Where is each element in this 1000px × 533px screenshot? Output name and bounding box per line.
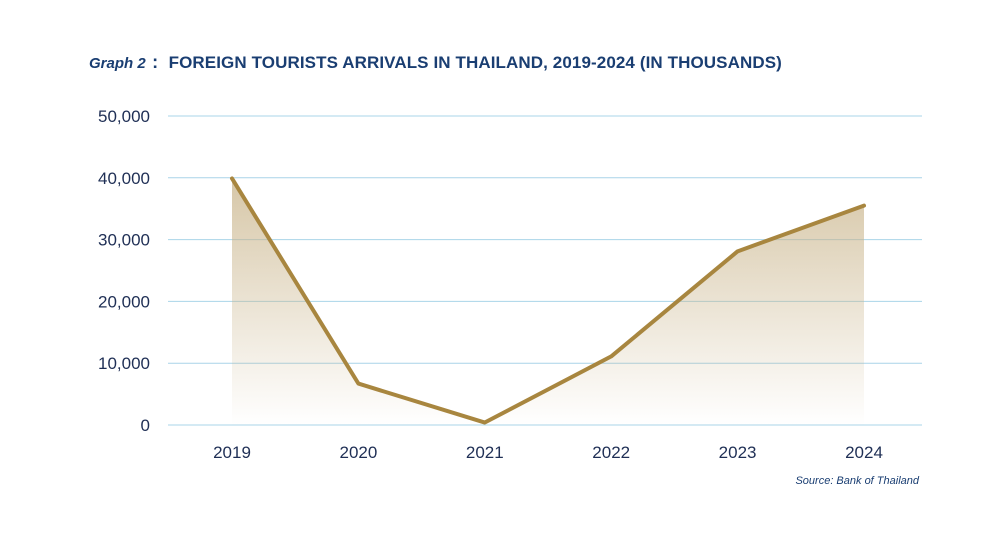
y-tick-label: 30,000 xyxy=(98,231,150,250)
y-tick-label: 10,000 xyxy=(98,354,150,373)
x-axis-ticks: 2019 2020 2021 2022 2023 2024 xyxy=(213,443,883,462)
chart-title-text: FOREIGN TOURISTS ARRIVALS IN THAILAND, 2… xyxy=(168,53,782,72)
series-line xyxy=(230,176,866,425)
graph-number-label: Graph 2 xyxy=(89,55,146,72)
y-tick-label: 50,000 xyxy=(98,107,150,126)
series-polyline xyxy=(230,176,866,425)
source-note: Source: Bank of Thailand xyxy=(795,475,919,487)
x-tick-label: 2019 xyxy=(213,443,251,462)
chart-title: Graph 2 : FOREIGN TOURISTS ARRIVALS IN T… xyxy=(89,52,782,73)
y-tick-label: 40,000 xyxy=(98,169,150,188)
title-separator: : xyxy=(152,52,159,72)
x-tick-label: 2021 xyxy=(466,443,504,462)
x-tick-label: 2020 xyxy=(339,443,377,462)
x-tick-label: 2024 xyxy=(845,443,883,462)
area-fill xyxy=(232,178,864,425)
y-tick-label: 20,000 xyxy=(98,292,150,311)
y-axis-ticks: 0 10,000 20,000 30,000 40,000 50,000 xyxy=(98,107,150,435)
x-tick-label: 2023 xyxy=(719,443,757,462)
area-fill-shape xyxy=(232,178,864,425)
y-tick-label: 0 xyxy=(141,416,150,435)
x-tick-label: 2022 xyxy=(592,443,630,462)
